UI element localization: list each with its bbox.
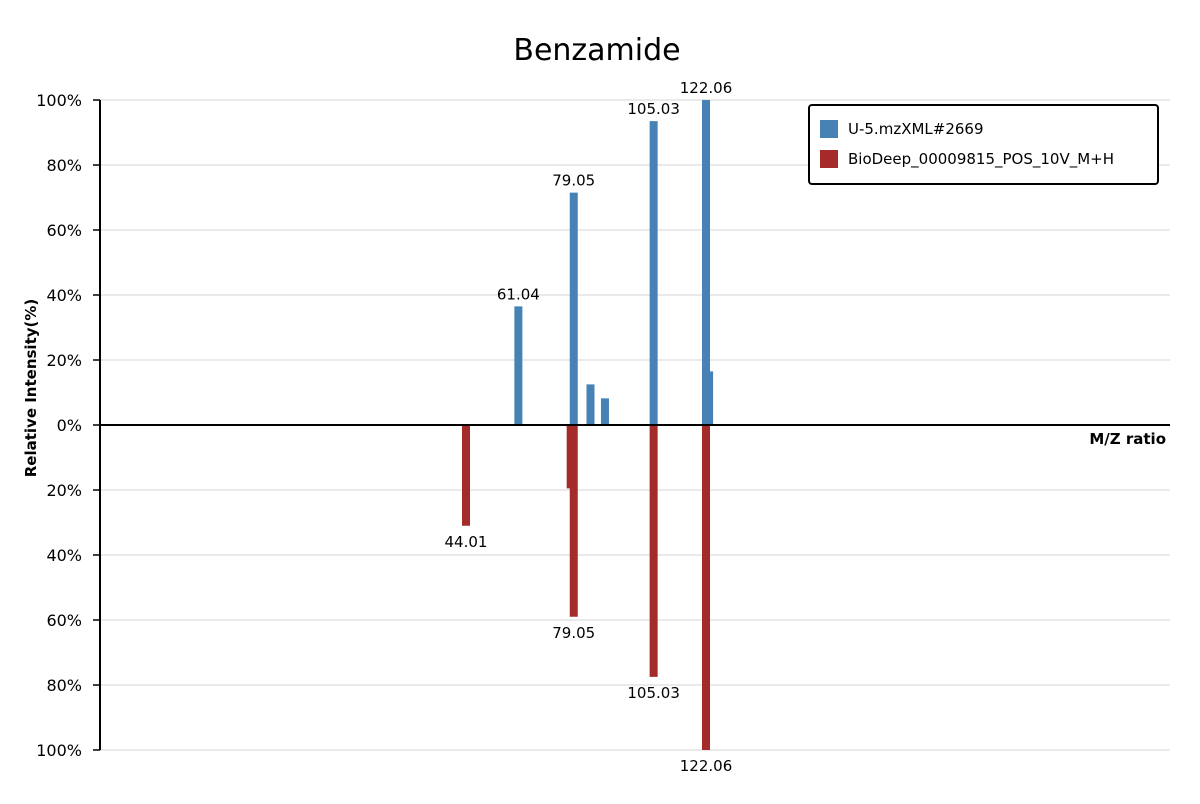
y-tick-label: 100% [36,741,82,760]
y-axis-label: Relative Intensity(%) [22,299,40,478]
legend-swatch-series-2 [820,150,838,168]
peak-bar-query [649,121,658,425]
peak-bar-query [514,306,523,425]
legend-label-series-2: BioDeep_00009815_POS_10V_M+H [848,150,1114,169]
legend-label-series-1: U-5.mzXML#2669 [848,120,984,138]
peak-label-reference: 122.06 [680,757,733,775]
peak-bar-query [702,100,711,425]
y-tick-label: 0% [57,416,82,435]
y-ticks-layer: 100% 80% 60% 40% 20% 0% 20% 40% 60% 80% 100% [36,91,100,760]
y-tick-label: 40% [46,546,82,565]
y-tick-label: 20% [46,351,82,370]
legend-box [808,104,1159,185]
y-tick-label: 60% [46,611,82,630]
chart-title: Benzamide [513,33,680,68]
peak-bar-query [600,398,609,425]
legend: U-5.mzXML#2669 BioDeep_00009815_POS_10V_… [808,104,1159,185]
y-tick-label: 80% [46,676,82,695]
peak-label-reference: 105.03 [627,684,680,702]
y-tick-label: 20% [46,481,82,500]
grid-layer [100,99,1170,751]
peak-bar-query [569,192,578,425]
bars-layer [462,100,714,750]
peak-label-query: 61.04 [497,285,540,303]
peak-label-query: 79.05 [552,172,595,190]
y-tick-label: 60% [46,221,82,240]
legend-swatch-series-1 [820,120,838,138]
y-tick-label: 100% [36,91,82,110]
y-tick-label: 80% [46,156,82,175]
x-axis-label: M/Z ratio [1089,430,1166,448]
peak-bar-reference [702,425,711,750]
peak-label-reference: 79.05 [552,624,595,642]
peak-bar-reference [649,425,658,677]
peak-label-reference: 44.01 [445,533,488,551]
axes-layer [99,100,1170,750]
peak-bar-reference [462,425,470,526]
peak-label-query: 122.06 [680,79,733,97]
peak-label-query: 105.03 [627,100,680,118]
peak-bar-query [586,384,595,425]
peak-bar-query [705,371,714,425]
peak-bar-reference [569,425,578,617]
peak-labels-layer: 61.0479.05105.03122.0644.0179.05105.0312… [445,79,733,775]
y-tick-label: 40% [46,286,82,305]
